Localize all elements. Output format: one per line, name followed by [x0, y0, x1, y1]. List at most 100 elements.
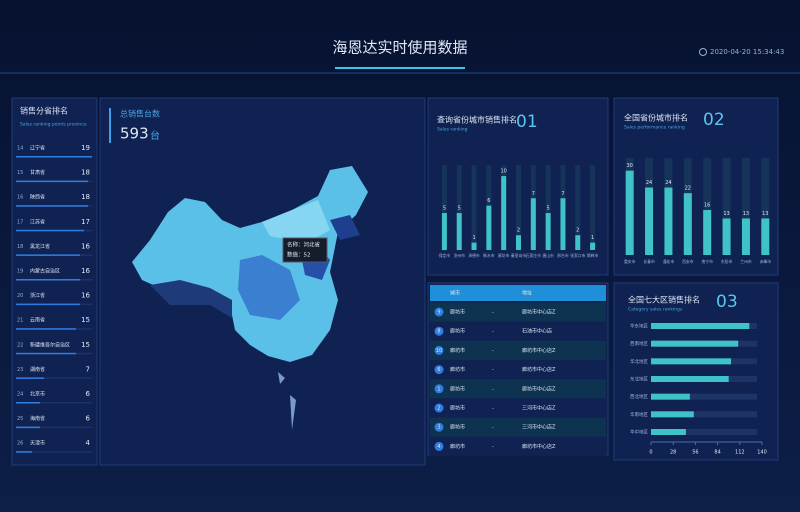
map-total: 593 [120, 125, 149, 143]
row-badge [434, 384, 444, 394]
y-tick-label: 华北地区 [630, 358, 648, 365]
rank-bar [16, 377, 44, 379]
y-tick-label: 东北地区 [630, 376, 648, 383]
row-rank: 9 [437, 310, 440, 316]
table-row [430, 321, 606, 341]
province-value: 4 [86, 439, 91, 447]
bar-track [703, 158, 712, 255]
province-value: 15 [81, 341, 90, 349]
row-badge [434, 365, 444, 375]
tooltip-value: 数值：52 [287, 251, 311, 259]
value-label: 16 [704, 203, 710, 209]
bar-track [651, 393, 757, 400]
bar-track [651, 411, 757, 418]
bar [741, 218, 750, 255]
row-address: 石油市中心店 [522, 328, 552, 335]
chart-subtitle: Sales ranking [437, 127, 468, 133]
y-tick-label: 西南地区 [630, 340, 648, 347]
province-value: 15 [81, 316, 90, 324]
province-value: 16 [81, 292, 90, 300]
x-tick-label: 兰州市 [740, 259, 752, 264]
row-rank: 8 [437, 329, 440, 335]
rank: 18 [17, 244, 23, 250]
value-label: 7 [532, 191, 535, 197]
row-badge [434, 326, 444, 336]
rank-bar [16, 229, 84, 232]
bar [530, 198, 536, 250]
x-tick-label: 赤峰市 [760, 259, 772, 264]
y-tick-label: 华中地区 [630, 429, 648, 436]
rank: 22 [17, 342, 23, 348]
province-name: 浙江省 [30, 292, 45, 299]
bar-track [575, 165, 581, 250]
row-city: 廊坊市 [450, 309, 465, 316]
chart-subtitle: Sales performance ranking [624, 125, 685, 131]
rank: 23 [17, 367, 23, 373]
rank-bar [16, 426, 40, 429]
x-tick-label: 140 [757, 450, 767, 456]
row-rank: 6 [437, 367, 440, 373]
rank: 26 [17, 441, 23, 447]
rank: 25 [17, 416, 23, 422]
rank-bar [16, 279, 80, 281]
row-rank: 2 [437, 406, 440, 412]
x-tick-label: 0 [649, 450, 652, 456]
bar [683, 193, 692, 255]
rank-track [16, 451, 92, 453]
province-value: 6 [86, 390, 91, 398]
map-region [238, 255, 300, 320]
bar [645, 187, 654, 255]
rank-track [16, 377, 92, 379]
value-label: 7 [561, 191, 564, 197]
datetime: 2020-04-20 15:34:43 [710, 48, 784, 56]
rank: 16 [17, 195, 23, 201]
bar-track [741, 158, 750, 255]
x-tick-label: 重庆市 [624, 259, 636, 264]
row-rank: 10 [436, 348, 442, 354]
value-label: 2 [576, 228, 579, 234]
bar-track [651, 429, 757, 435]
row-dash: - [492, 425, 494, 431]
map-region [330, 215, 360, 240]
china-map [132, 166, 368, 430]
bar [651, 323, 750, 329]
bar [651, 429, 686, 435]
x-tick-label: 衡水市 [483, 253, 495, 258]
map-islands [278, 372, 296, 430]
province-value: 18 [81, 193, 90, 201]
table-row [430, 436, 606, 456]
row-address: 廊坊市中心店Z [522, 309, 556, 316]
bar [486, 205, 492, 250]
tooltip-name: 名称：河北省 [287, 241, 321, 249]
rank-bar [16, 254, 80, 256]
province-value: 16 [81, 242, 90, 250]
province-value: 16 [81, 267, 90, 275]
x-tick-label: 112 [735, 450, 745, 456]
value-label: 24 [665, 180, 671, 186]
x-tick-label: 张家口市 [570, 253, 585, 258]
bar [651, 358, 732, 365]
table-row [430, 379, 606, 399]
map-unit: 台 [150, 129, 160, 142]
value-label: 22 [685, 186, 691, 192]
bar-track [545, 165, 551, 250]
y-tick-label: 华南地区 [630, 411, 648, 418]
value-label: 5 [458, 206, 461, 212]
x-tick-label: 沧州市 [454, 253, 466, 258]
province-name: 天津市 [30, 440, 45, 447]
province-name: 黑龙江省 [30, 243, 50, 250]
bar [501, 176, 507, 250]
bar [456, 213, 462, 250]
bar-track [722, 158, 731, 255]
chart-title: 全国七大区销售排名 [628, 295, 700, 305]
table-row [430, 340, 606, 360]
rank: 14 [17, 146, 23, 152]
rank-bar [16, 303, 80, 306]
province-name: 甘肃省 [30, 169, 45, 176]
province-value: 18 [81, 169, 90, 177]
row-city: 廊坊市 [450, 328, 465, 335]
value-label: 1 [472, 235, 475, 241]
row-badge [434, 345, 444, 355]
province-value: 6 [86, 415, 91, 423]
